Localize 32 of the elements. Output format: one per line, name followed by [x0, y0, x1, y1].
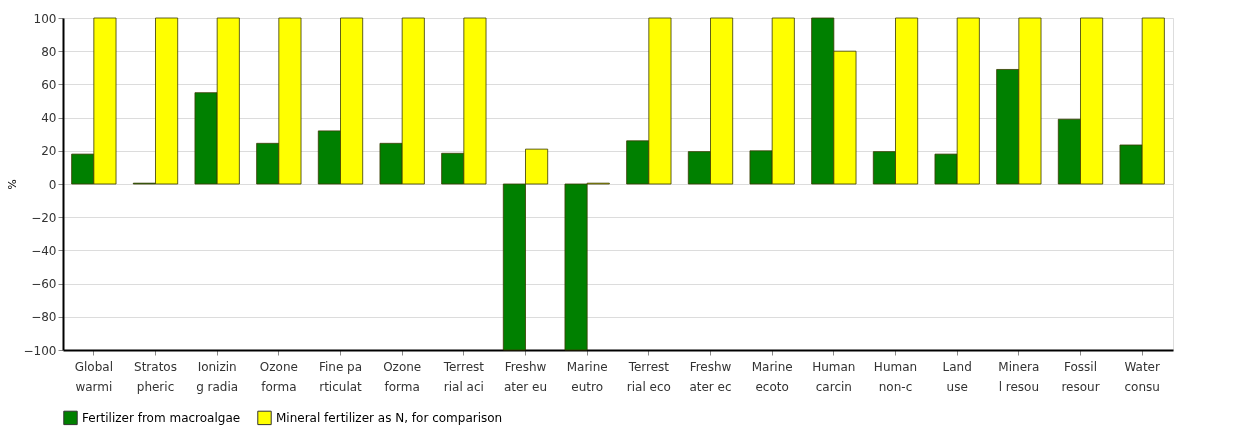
- x-tick-label: Marine eutro: [566, 359, 608, 394]
- y-tick-label: −80: [31, 310, 57, 325]
- x-tick-label: Fine pa rticulat: [318, 359, 363, 394]
- x-tick-label: Ionizin g radia: [196, 359, 239, 394]
- x-tick-label: Human carcin: [812, 359, 856, 394]
- legend-label: Fertilizer from macroalgae: [82, 410, 241, 425]
- x-tick-label: Human non-c: [873, 359, 918, 394]
- y-tick-label: 100: [33, 11, 57, 26]
- y-tick-label: −100: [23, 343, 57, 358]
- y-tick-label: 80: [41, 44, 57, 59]
- y-tick-label: 0: [48, 177, 57, 192]
- y-tick-label: 60: [41, 77, 57, 92]
- x-tick-label: Ozone forma: [383, 359, 422, 394]
- y-tick-label: −40: [31, 243, 57, 258]
- x-tick-label: Marine ecoto: [751, 359, 793, 394]
- y-tick-label: 20: [41, 144, 57, 159]
- x-tick-label: Stratos pheric: [134, 359, 177, 394]
- y-tick-label: −20: [31, 210, 57, 225]
- x-tick-label: Global warmi: [74, 359, 113, 394]
- x-tick-label: Minera l resou: [998, 359, 1040, 394]
- y-tick-label: 40: [41, 111, 57, 126]
- x-tick-label: Water consu: [1124, 359, 1160, 394]
- x-tick-label: Terrest rial aci: [442, 359, 485, 394]
- x-tick-label: Terrest rial eco: [626, 359, 671, 394]
- x-tick-label: Fossil resour: [1061, 359, 1100, 394]
- x-tick-label: Freshw ater eu: [503, 359, 548, 394]
- x-tick-label: Freshw ater ec: [689, 359, 732, 394]
- y-axis-title: %: [4, 179, 18, 190]
- legend-label: Mineral fertilizer as N, for comparison: [276, 410, 503, 425]
- y-tick-label: −60: [31, 277, 57, 292]
- x-tick-label: Land use: [942, 359, 972, 394]
- x-tick-label: Ozone forma: [259, 359, 298, 394]
